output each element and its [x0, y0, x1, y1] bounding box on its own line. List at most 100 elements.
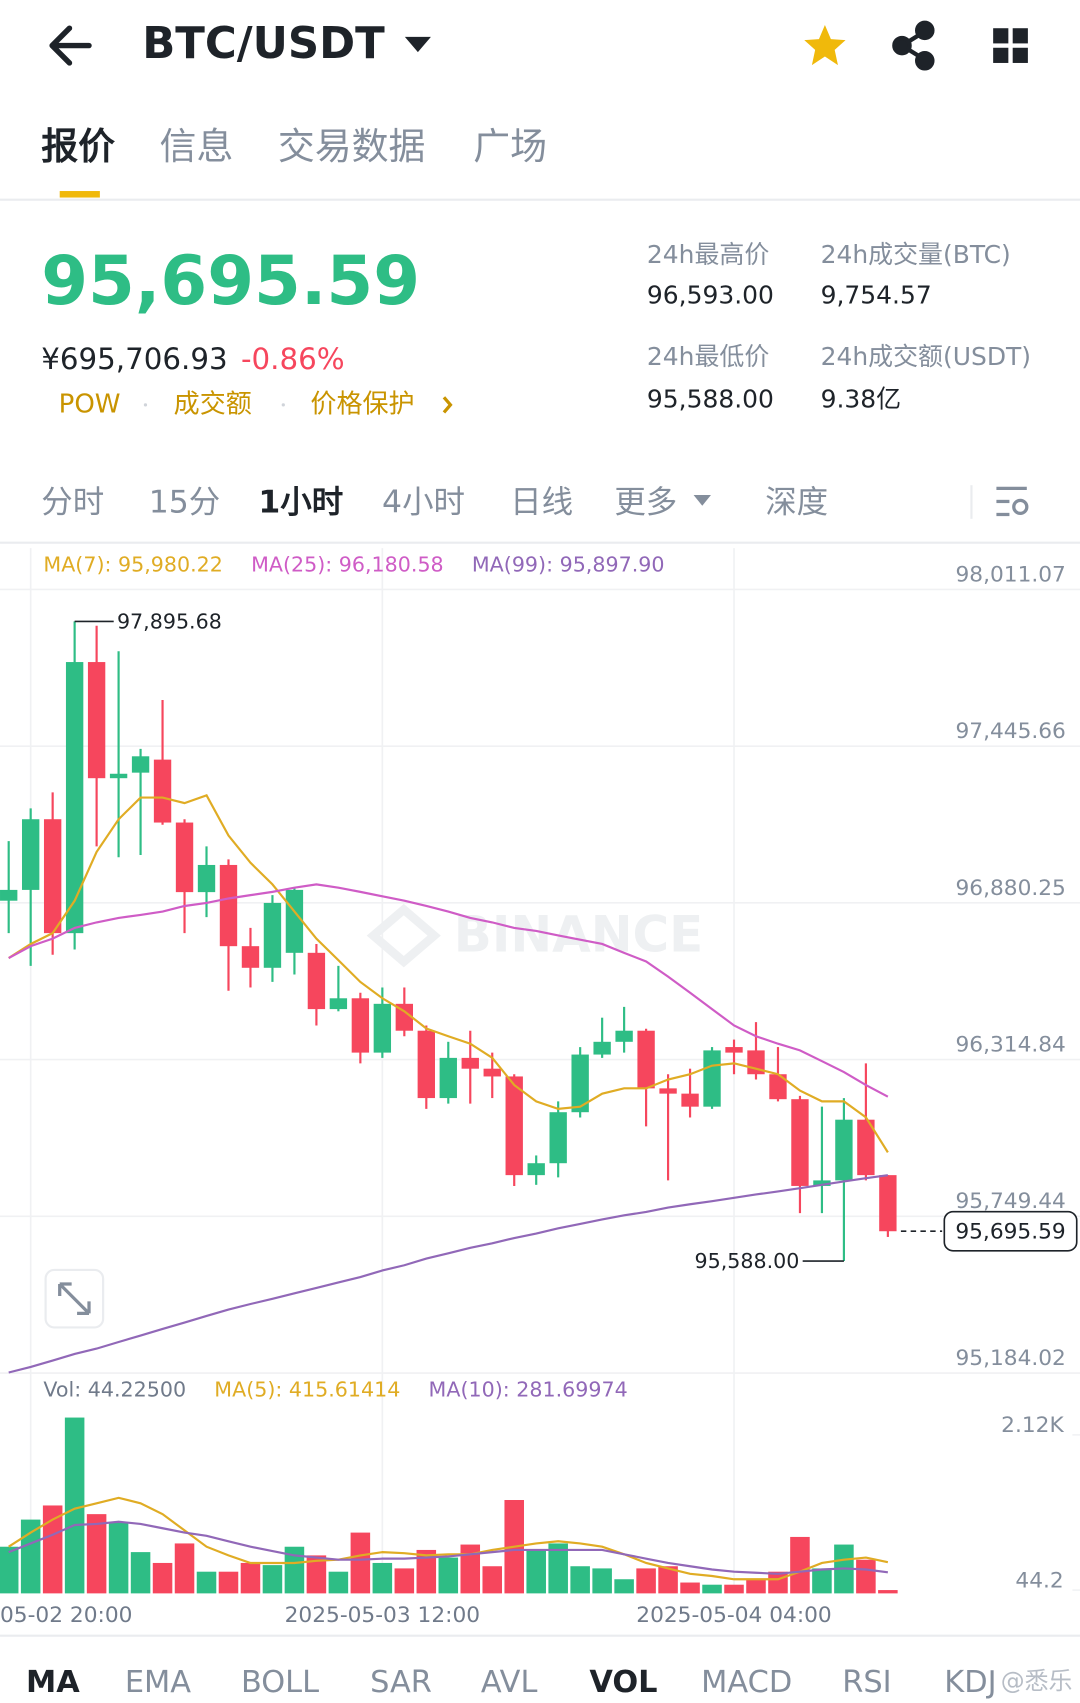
volume-bar [460, 1544, 481, 1594]
tab[interactable]: 广场 [473, 125, 547, 168]
volume-bar [812, 1568, 832, 1594]
volume-bar [0, 1546, 19, 1594]
volume-bar [394, 1568, 415, 1594]
y-tick-label: 96,314.84 [955, 1032, 1065, 1057]
tag-link[interactable]: POW [59, 389, 121, 419]
indicator-tab[interactable]: MACD [701, 1665, 792, 1700]
x-tick-label: 05-02 20:00 [0, 1603, 132, 1628]
separator [281, 403, 285, 407]
candle-body [241, 946, 260, 968]
ma-line [8, 1520, 889, 1575]
volume-bar [108, 1522, 129, 1594]
volume-bar [262, 1565, 283, 1594]
candle-body [703, 1050, 721, 1107]
candle-body [175, 822, 194, 893]
low-label: 95,588.00 [695, 1249, 800, 1273]
volume-bar [570, 1566, 590, 1594]
volume-bar [284, 1546, 305, 1594]
volume-bar [614, 1579, 634, 1594]
volume-bar [680, 1582, 700, 1594]
volume-bar [350, 1532, 371, 1594]
candle-body [21, 819, 40, 890]
interval[interactable]: 日线 [510, 485, 573, 521]
candle-body [329, 998, 348, 1010]
tag-link[interactable]: 成交额 [174, 389, 252, 419]
volume-bar [196, 1571, 217, 1594]
grid-layer: 98,011.07 97,445.66 96,880.25 96,314.84 95,7… [0, 548, 1080, 1628]
y-tick-label: 2.12K [1001, 1413, 1064, 1438]
volume-bar [152, 1562, 173, 1594]
tag-link[interactable]: 价格保护 [310, 389, 414, 419]
candle-body [285, 889, 304, 953]
favorite-star[interactable] [804, 24, 846, 66]
stat-value: 9,754.57 [821, 280, 932, 309]
candle-body [373, 1003, 392, 1053]
volume-bar [306, 1555, 327, 1594]
candle-body [483, 1068, 501, 1077]
tab[interactable]: 信息 [160, 125, 234, 168]
tab[interactable]: 交易数据 [278, 125, 426, 168]
indicator-tab[interactable]: MA [26, 1665, 80, 1700]
pair-dropdown[interactable] [404, 36, 431, 53]
volume-bar [526, 1549, 546, 1594]
watermark: BINANCE [366, 903, 703, 968]
cny-price: ¥695,706.93 [41, 342, 227, 376]
indicator-tab[interactable]: AVL [481, 1665, 538, 1700]
candle-body [153, 759, 172, 823]
share-button[interactable] [892, 20, 935, 71]
interval[interactable]: 4小时 [382, 485, 465, 521]
indicator-tab[interactable]: SAR [370, 1665, 432, 1700]
more-dropdown[interactable] [693, 494, 711, 506]
candle-body [109, 773, 128, 779]
candle-body [307, 952, 326, 1010]
interval[interactable]: 1小时 [258, 485, 343, 521]
marks-layer: MA(7): 95,980.22 MA(25): 96,180.58 MA(99):… [0, 552, 1078, 1594]
candle-body [637, 1030, 655, 1089]
interval[interactable]: 更多 [614, 485, 677, 521]
tab-underline [59, 191, 100, 198]
volume-bar [372, 1562, 393, 1594]
candle-body [549, 1112, 567, 1164]
volume-bar [130, 1552, 151, 1594]
y-tick-label: 97,445.66 [955, 719, 1065, 744]
ma-line [8, 1496, 889, 1581]
interval[interactable]: 深度 [765, 485, 828, 521]
legend-entry: MA(5): 415.61414 [214, 1377, 400, 1401]
y-tick-label: 98,011.07 [955, 562, 1065, 587]
pair-title[interactable]: BTC/USDT [142, 19, 385, 69]
indicator-tab[interactable]: VOL [589, 1665, 657, 1700]
volume-bar [724, 1584, 744, 1594]
interval[interactable]: 15分 [149, 485, 221, 521]
chevron[interactable] [442, 396, 453, 414]
chart-settings[interactable] [996, 486, 1029, 517]
indicator-tab[interactable]: KDJ [944, 1665, 996, 1700]
indicator-tab[interactable]: RSI [842, 1665, 891, 1700]
volume-bar [240, 1562, 261, 1594]
candle-body [43, 819, 62, 934]
volume-bar [636, 1568, 656, 1594]
indicator-tab[interactable]: BOLL [241, 1665, 319, 1700]
menu-grid[interactable] [993, 28, 1028, 63]
volume-bar [328, 1571, 349, 1594]
candle-body [0, 889, 18, 901]
back-button[interactable] [49, 25, 92, 66]
last-price-label: 95,695.59 [955, 1219, 1065, 1244]
stat-label: 24h最低价 [647, 342, 769, 371]
volume-bar [790, 1536, 810, 1594]
indicator-tab[interactable]: EMA [125, 1665, 191, 1700]
stat-value: 9.38亿 [821, 385, 902, 414]
candle-body [219, 864, 238, 947]
candle-body [505, 1076, 523, 1176]
expand-button[interactable] [44, 1268, 105, 1329]
interval[interactable]: 分时 [41, 485, 104, 521]
volume-bar [592, 1568, 612, 1594]
ma-line [8, 1174, 889, 1374]
y-tick-label: 96,880.25 [955, 876, 1065, 901]
tab[interactable]: 报价 [41, 125, 115, 168]
stat-label: 24h成交额(USDT) [821, 342, 1031, 371]
y-tick-label: 95,184.02 [955, 1346, 1065, 1371]
ma-line [8, 883, 889, 1098]
candle-body [197, 864, 216, 893]
candle-body [87, 662, 106, 779]
